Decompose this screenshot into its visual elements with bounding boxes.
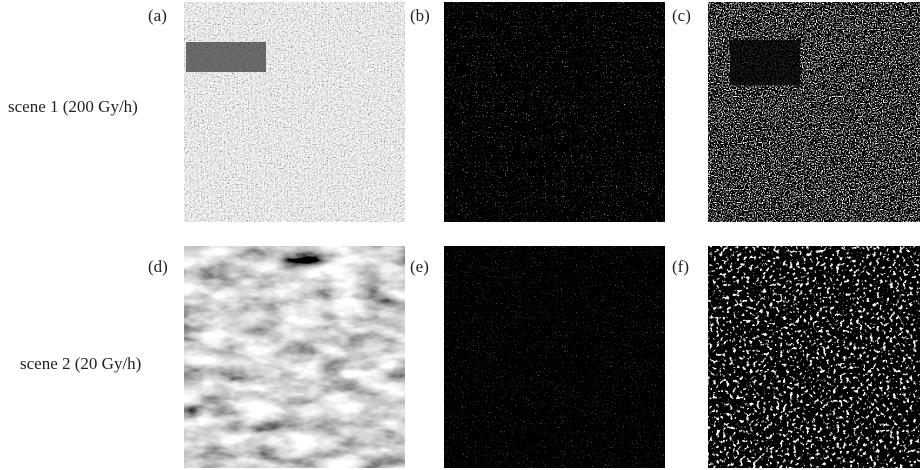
image-c [708,2,920,222]
panel-label: (e) [410,257,429,276]
image-d [184,246,405,468]
panel-label: (a) [148,6,167,25]
image-e [444,246,665,468]
panel-label: (c) [672,6,691,25]
figure: scene 1 (200 Gy/h) scene 2 (20 Gy/h) (a)… [0,0,920,470]
image-a [184,2,405,222]
image-b [444,2,665,222]
row-label: scene 1 (200 Gy/h) [8,97,138,116]
panel-label: (f) [672,257,689,276]
image-f [708,246,920,468]
panel-label: (d) [148,257,168,276]
panel-label: (b) [410,6,430,25]
row-label: scene 2 (20 Gy/h) [20,354,141,373]
